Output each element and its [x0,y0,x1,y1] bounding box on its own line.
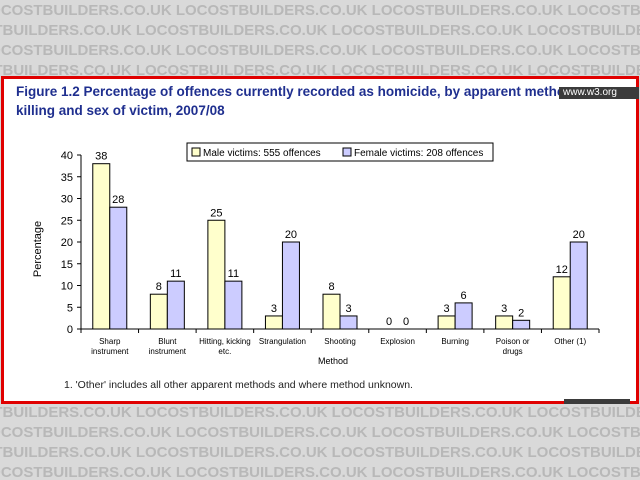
data-label: 20 [573,229,585,241]
bar-male [322,293,341,330]
data-label: 0 [386,316,392,328]
data-label: 3 [444,303,450,315]
bar-female [224,280,243,330]
data-label: 8 [156,281,162,293]
bar-male [149,293,168,330]
watermark-row: LOCOSTBUILDERS.CO.UK LOCOSTBUILDERS.CO.U… [0,464,640,480]
bar-female [512,319,531,330]
figure-frame: Figure 1.2 Percentage of offences curren… [1,76,639,404]
y-tick-label: 25 [61,215,73,227]
legend-swatch [342,147,352,157]
data-label: 11 [170,268,181,280]
y-axis-label: Percentage [32,221,44,277]
y-tick-label: 5 [67,302,73,314]
figure-title: Figure 1.2 Percentage of offences curren… [16,82,576,120]
data-label: 25 [210,207,222,219]
bar-female [166,280,185,330]
watermark-row: LOCOSTBUILDERS.CO.UK LOCOSTBUILDERS.CO.U… [0,62,640,79]
y-tick-label: 20 [61,237,73,249]
bar-male [437,315,456,330]
bar-male [552,276,571,330]
data-label: 3 [271,303,277,315]
x-tick-label: Hitting, kicking [199,337,251,346]
watermark-band-bottom: LOCOSTBUILDERS.CO.UK LOCOSTBUILDERS.CO.U… [0,402,640,480]
legend-swatch [191,147,201,157]
w3-badge-bottom [564,399,630,404]
data-label: 38 [95,151,107,163]
bar-male [92,163,111,330]
data-label: 11 [228,268,239,280]
labels-group: 3828Sharpinstrument811Bluntinstrument251… [91,151,586,356]
watermark-row: LOCOSTBUILDERS.CO.UK LOCOSTBUILDERS.CO.U… [0,424,640,441]
y-tick-label: 0 [67,324,73,336]
y-tick-label: 15 [61,259,73,271]
x-tick-label: Other (1) [554,337,586,346]
watermark-row: LOCOSTBUILDERS.CO.UK LOCOSTBUILDERS.CO.U… [0,42,640,59]
y-tick-label: 35 [61,172,73,184]
bar-female [339,315,358,330]
figure-title-line2: killing and sex of victim, 2007/08 [16,103,225,118]
data-label: 12 [556,264,568,276]
watermark-row: LOCOSTBUILDERS.CO.UK LOCOSTBUILDERS.CO.U… [0,404,640,421]
legend-entry: Female victims: 208 offences [354,148,483,159]
legend-box [186,142,494,162]
x-tick-label: etc. [218,347,231,356]
x-tick-label: Sharp [99,337,121,346]
x-axis-label: Method [318,356,348,366]
bar-male [495,315,514,330]
data-label: 6 [461,290,467,302]
bar-female [569,241,588,330]
data-label: 3 [501,303,507,315]
watermark-band-top: LOCOSTBUILDERS.CO.UK LOCOSTBUILDERS.CO.U… [0,0,640,80]
data-label: 20 [285,229,297,241]
data-label: 3 [345,303,351,315]
watermark-row: LOCOSTBUILDERS.CO.UK LOCOSTBUILDERS.CO.U… [0,2,640,19]
data-label: 0 [403,316,409,328]
x-tick-label: instrument [149,347,187,356]
data-label: 28 [112,194,124,206]
bar-male [264,315,283,330]
watermark-row: LOCOSTBUILDERS.CO.UK LOCOSTBUILDERS.CO.U… [0,444,640,461]
y-tick-label: 30 [61,194,73,206]
x-tick-label: Burning [441,337,469,346]
bar-male [207,219,226,330]
x-tick-label: Blunt [158,337,177,346]
x-tick-label: Strangulation [259,337,306,346]
legend: Male victims: 555 offences Female victims… [186,142,494,162]
x-tick-label: Explosion [380,337,415,346]
x-tick-label: Shooting [324,337,356,346]
bars-group [92,163,588,330]
data-label: 2 [518,307,524,319]
footnote: 1. 'Other' includes all other apparent m… [64,379,413,391]
x-tick-label: drugs [503,347,523,356]
legend-entry: Male victims: 555 offences [203,148,321,159]
data-label: 8 [328,281,334,293]
bar-female [281,241,300,330]
x-tick-label: instrument [91,347,129,356]
y-tick-label: 10 [61,281,73,293]
watermark-row: LOCOSTBUILDERS.CO.UK LOCOSTBUILDERS.CO.U… [0,22,640,39]
w3-badge: www.w3.org [559,87,639,99]
bar-female [454,302,473,330]
x-tick-label: Poison or [496,337,530,346]
bar-female [109,206,128,330]
figure-title-line1: Figure 1.2 Percentage of offences curren… [16,84,561,99]
y-tick-label: 40 [61,150,73,162]
